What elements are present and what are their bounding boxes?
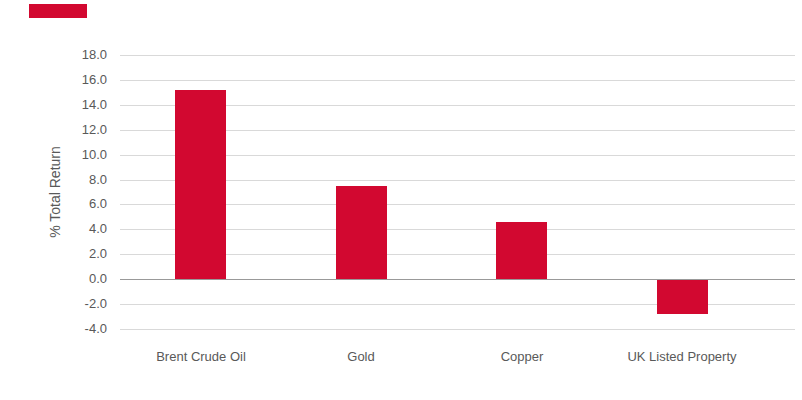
category-label: UK Listed Property: [597, 349, 767, 365]
bar-copper: [496, 222, 547, 279]
y-tick-label: -4.0: [40, 321, 107, 337]
category-label: Gold: [276, 349, 446, 365]
bar-gold: [336, 186, 387, 279]
gridline: [120, 55, 795, 56]
y-tick-label: 18.0: [40, 47, 107, 63]
category-label: Brent Crude Oil: [116, 349, 286, 365]
y-tick-label: -2.0: [40, 296, 107, 312]
y-tick-label: 4.0: [40, 221, 107, 237]
chart-canvas: % Total Return 18.016.014.012.010.08.06.…: [0, 0, 802, 400]
y-tick-label: 6.0: [40, 196, 107, 212]
y-tick-label: 2.0: [40, 246, 107, 262]
brand-mark: [29, 4, 87, 18]
y-tick-label: 8.0: [40, 172, 107, 188]
y-tick-label: 14.0: [40, 97, 107, 113]
gridline: [120, 80, 795, 81]
bar-uk-listed-property: [657, 280, 708, 314]
y-tick-label: 12.0: [40, 122, 107, 138]
category-label: Copper: [437, 349, 607, 365]
y-tick-label: 16.0: [40, 72, 107, 88]
y-tick-label: 0.0: [40, 271, 107, 287]
bar-brent-crude-oil: [175, 90, 226, 279]
gridline: [120, 329, 795, 330]
y-tick-label: 10.0: [40, 147, 107, 163]
